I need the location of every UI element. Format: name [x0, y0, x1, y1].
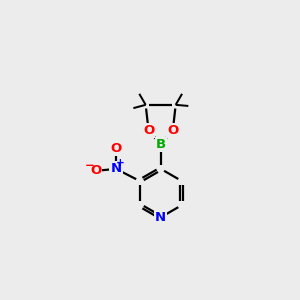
Text: O: O: [167, 124, 178, 136]
Text: B: B: [156, 138, 166, 151]
Text: N: N: [155, 211, 166, 224]
Text: O: O: [143, 124, 154, 136]
Text: +: +: [116, 158, 125, 168]
Text: −: −: [85, 159, 95, 172]
Text: N: N: [111, 162, 122, 176]
Text: O: O: [90, 164, 101, 177]
Text: O: O: [110, 142, 122, 155]
